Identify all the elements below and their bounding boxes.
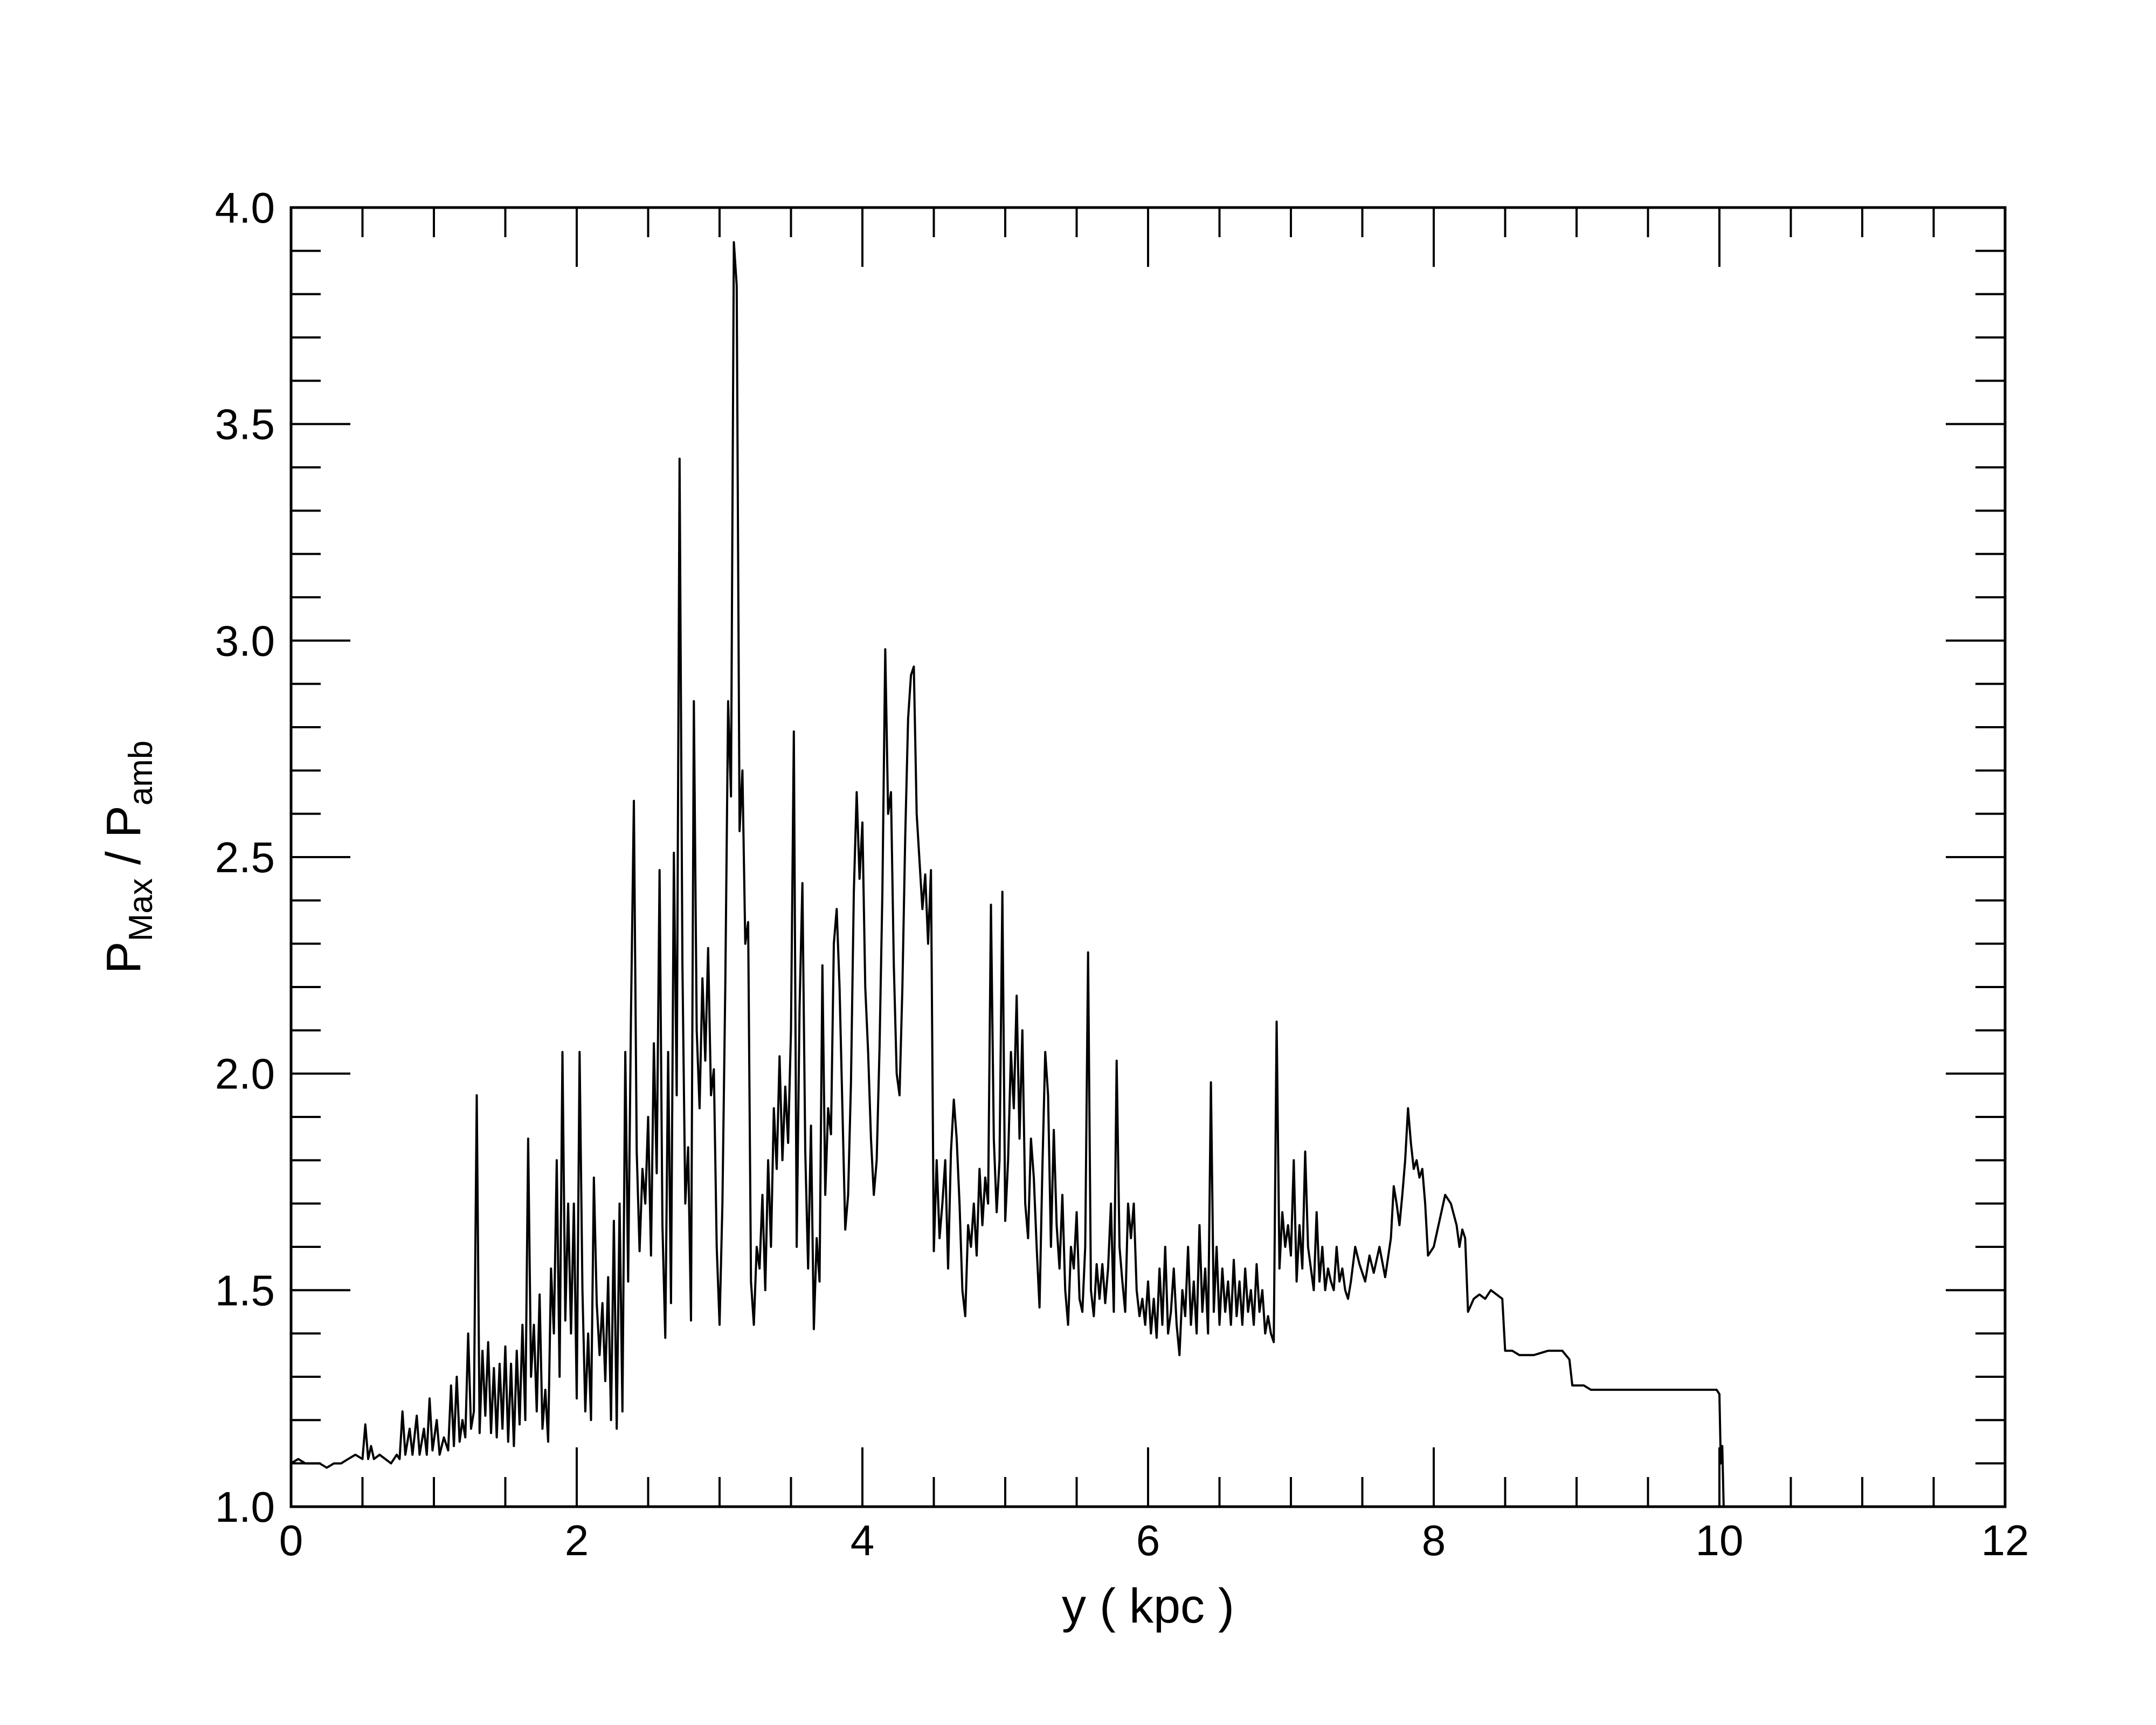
axis-ticks <box>290 206 2006 1508</box>
x-tick-label: 0 <box>279 1516 303 1564</box>
x-tick-label: 12 <box>1981 1516 2029 1564</box>
x-axis-label: y ( kpc ) <box>1062 1579 1234 1633</box>
y-tick-label: 1.0 <box>215 1483 275 1531</box>
axis-tick-labels: 0 2 4 6 8 10 12 1.0 1.5 2.0 2.5 3.0 3.5 4.0 <box>215 184 2029 1564</box>
y-tick-label: 2.0 <box>215 1050 275 1098</box>
y-axis-label: PMax / Pamb <box>97 741 160 974</box>
x-tick-label: 10 <box>1696 1516 1744 1564</box>
y-tick-label: 4.0 <box>215 184 275 232</box>
x-tick-label: 6 <box>1136 1516 1160 1564</box>
x-tick-label: 4 <box>851 1516 875 1564</box>
y-tick-label: 3.5 <box>215 401 275 448</box>
y-tick-label: 1.5 <box>215 1266 275 1314</box>
x-tick-label: 8 <box>1422 1516 1446 1564</box>
x-tick-label: 2 <box>565 1516 589 1564</box>
plot-frame <box>289 206 2007 1508</box>
series-line <box>290 241 1725 1507</box>
y-tick-label: 2.5 <box>215 833 275 881</box>
y-tick-label: 3.0 <box>215 617 275 665</box>
